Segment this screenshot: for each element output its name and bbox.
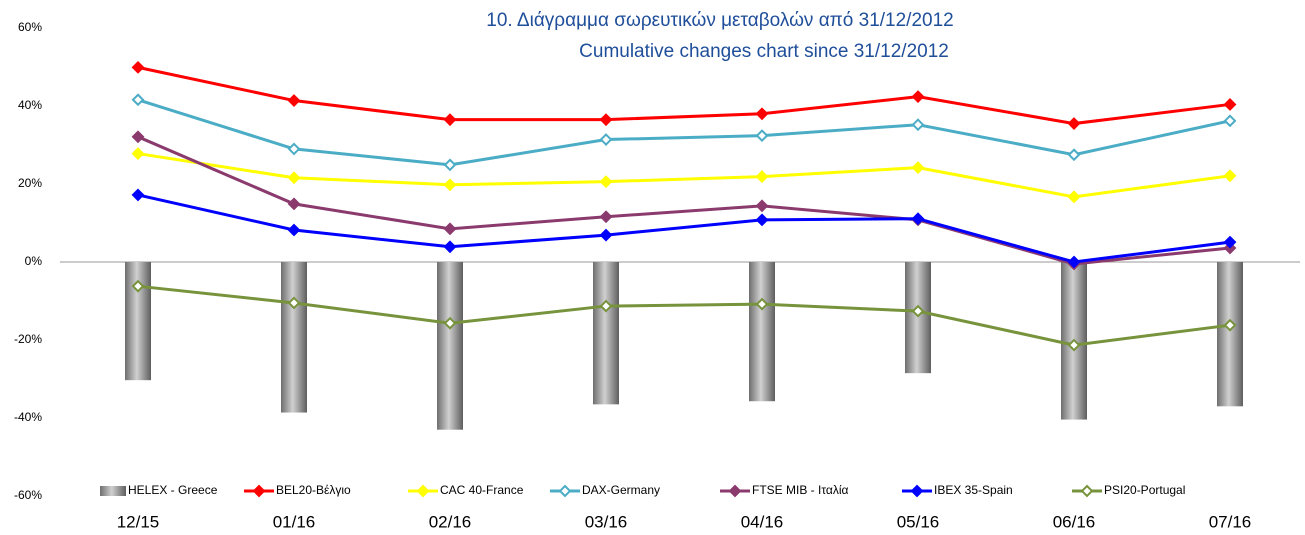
marker: [911, 118, 925, 132]
legend-marker: [728, 484, 742, 498]
marker: [287, 94, 301, 107]
y-tick-label: -60%: [14, 488, 42, 502]
legend-label: CAC 40-France: [440, 483, 524, 497]
x-tick-label: 12/15: [117, 512, 160, 531]
series-line: [137, 135, 1231, 266]
marker: [1067, 148, 1081, 162]
marker: [755, 297, 769, 311]
marker: [911, 161, 925, 175]
marker: [287, 171, 301, 185]
series-line: [137, 152, 1231, 199]
legend-label: FTSE MIB - Ιταλία: [752, 483, 849, 497]
series-line: [137, 98, 1231, 167]
marker: [1223, 169, 1237, 183]
legend-marker: [1080, 484, 1094, 498]
marker: [755, 129, 769, 143]
legend-marker: [252, 484, 266, 498]
marker: [755, 213, 769, 227]
x-tick-label: 01/16: [273, 512, 316, 531]
marker: [131, 93, 145, 107]
legend-marker: [416, 484, 430, 498]
marker: [1223, 235, 1237, 249]
marker: [131, 147, 145, 160]
bar: [593, 262, 619, 405]
bar: [281, 262, 307, 413]
bar: [905, 262, 931, 374]
marker: [443, 316, 457, 330]
x-tick-label: 02/16: [429, 512, 472, 531]
y-tick-label: 0%: [25, 254, 43, 268]
bar: [125, 262, 151, 381]
marker: [1067, 255, 1081, 269]
y-tick-label: 60%: [18, 20, 42, 34]
x-tick-label: 04/16: [741, 512, 784, 531]
legend-marker: [558, 484, 572, 498]
marker: [911, 212, 925, 226]
legend-label: BEL20-Βέλγιο: [276, 483, 351, 497]
x-tick-label: 05/16: [897, 512, 940, 531]
marker: [131, 188, 145, 202]
y-tick-label: -20%: [14, 332, 42, 346]
marker: [131, 279, 145, 293]
y-tick-label: 20%: [18, 176, 42, 190]
bar: [749, 262, 775, 402]
marker: [443, 158, 457, 172]
marker: [287, 197, 301, 211]
marker: [599, 210, 613, 224]
marker: [599, 299, 613, 313]
marker: [287, 142, 301, 156]
marker: [1067, 117, 1081, 130]
marker: [1223, 318, 1237, 332]
marker: [443, 240, 457, 254]
marker: [1223, 98, 1237, 111]
marker: [287, 296, 301, 310]
x-tick-label: 03/16: [585, 512, 628, 531]
marker: [911, 304, 925, 318]
marker: [599, 175, 613, 189]
marker: [131, 60, 145, 74]
x-tick-label: 07/16: [1209, 512, 1252, 531]
series-line: [137, 193, 1231, 264]
legend-swatch: [100, 486, 126, 496]
legend-marker: [910, 484, 924, 498]
marker: [443, 178, 457, 192]
bar: [1217, 262, 1243, 407]
marker: [599, 133, 613, 146]
marker: [287, 223, 301, 237]
marker: [755, 170, 769, 184]
marker: [443, 113, 457, 127]
legend-label: DAX-Germany: [582, 483, 660, 497]
series-line: [137, 284, 1231, 347]
series-line: [137, 65, 1231, 126]
y-tick-label: -40%: [14, 410, 42, 424]
marker: [755, 107, 769, 121]
x-tick-label: 06/16: [1053, 512, 1096, 531]
chart-title: 10. Διάγραμμα σωρευτικών μεταβολών από 3…: [486, 10, 953, 31]
marker: [1223, 114, 1237, 128]
marker: [443, 222, 457, 236]
legend-label: IBEX 35-Spain: [934, 483, 1013, 497]
legend-label: HELEX - Greece: [128, 483, 218, 497]
bar: [437, 262, 463, 430]
marker: [131, 130, 145, 144]
marker: [599, 228, 613, 242]
marker: [911, 90, 925, 104]
marker: [755, 199, 769, 213]
marker: [1067, 190, 1081, 204]
marker: [599, 113, 613, 127]
y-tick-label: 40%: [18, 98, 42, 112]
legend-label: PSI20-Portugal: [1104, 483, 1185, 497]
marker: [1067, 338, 1081, 352]
chart-subtitle: Cumulative changes chart since 31/12/201…: [579, 41, 949, 62]
